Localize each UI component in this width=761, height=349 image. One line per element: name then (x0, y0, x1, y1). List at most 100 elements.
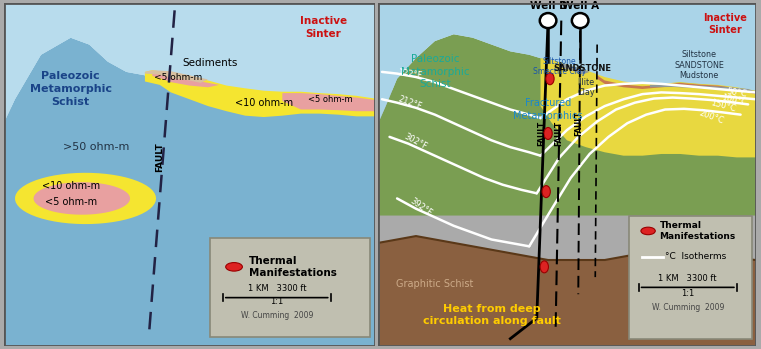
Bar (4, 83, 375, 86)
Polygon shape (597, 75, 756, 94)
Bar (4, 10, 375, 12)
Bar (4, 73, 375, 75)
Bar (4, 75, 375, 77)
Polygon shape (208, 85, 375, 104)
Bar (378, 39, 756, 41)
Text: Inactive
Sinter: Inactive Sinter (703, 13, 747, 35)
Bar (4, 65, 375, 67)
Bar (378, 41, 756, 43)
Bar (4, 69, 375, 71)
Text: FAULT: FAULT (537, 121, 546, 146)
Bar (378, 46, 756, 48)
Bar (378, 50, 756, 51)
Bar (4, 53, 375, 55)
Bar (378, 28, 756, 29)
Text: 150°C: 150°C (709, 98, 737, 114)
Text: Inactive
Sinter: Inactive Sinter (300, 16, 347, 39)
Bar (4, 22, 375, 24)
Bar (378, 58, 756, 60)
Bar (4, 26, 375, 28)
Bar (4, 86, 375, 88)
Text: Fractured
Metamorphics: Fractured Metamorphics (514, 98, 583, 121)
Bar (378, 24, 756, 26)
Text: W. Cumming  2009: W. Cumming 2009 (240, 311, 313, 320)
Bar (378, 67, 756, 68)
Bar (378, 53, 756, 55)
Bar (378, 9, 756, 10)
Bar (4, 59, 375, 61)
Bar (378, 57, 756, 58)
Bar (378, 70, 756, 72)
Ellipse shape (641, 227, 655, 235)
Text: Thermal
Manifestations: Thermal Manifestations (660, 221, 736, 240)
Bar (378, 29, 756, 31)
Ellipse shape (542, 186, 550, 198)
Bar (378, 17, 756, 19)
Polygon shape (152, 74, 219, 87)
Text: 50°C: 50°C (727, 87, 748, 99)
Ellipse shape (546, 73, 554, 85)
Bar (378, 21, 756, 22)
Text: 1:1: 1:1 (681, 289, 694, 298)
Bar (378, 43, 756, 45)
Bar (4, 102, 375, 104)
Text: 1:1: 1:1 (270, 297, 283, 306)
Bar (4, 38, 375, 40)
Bar (4, 49, 375, 51)
Bar (378, 7, 756, 9)
Polygon shape (378, 236, 756, 346)
Bar (4, 3, 375, 6)
Polygon shape (4, 3, 375, 123)
Bar (378, 26, 756, 28)
Polygon shape (145, 70, 208, 83)
Text: <5 ohm-m: <5 ohm-m (154, 73, 202, 82)
Bar (378, 22, 756, 24)
Bar (378, 77, 756, 79)
Bar (4, 12, 375, 14)
Text: Well A: Well A (562, 1, 599, 10)
Polygon shape (650, 84, 756, 94)
Bar (4, 80, 375, 81)
FancyBboxPatch shape (210, 238, 370, 337)
Bar (378, 12, 756, 14)
Bar (4, 16, 375, 18)
Text: <10 ohm-m: <10 ohm-m (42, 181, 100, 192)
Bar (4, 71, 375, 73)
Bar (378, 81, 756, 82)
Bar (378, 10, 756, 12)
Bar (4, 81, 375, 83)
Bar (4, 63, 375, 65)
Bar (378, 60, 756, 62)
Bar (378, 75, 756, 77)
Text: <5 ohm-m: <5 ohm-m (308, 95, 353, 104)
Bar (4, 98, 375, 100)
Bar (378, 62, 756, 64)
Polygon shape (378, 34, 756, 216)
Text: Paleozoic
Metamorphic
Schist: Paleozoic Metamorphic Schist (400, 54, 469, 89)
Bar (4, 36, 375, 38)
Bar (378, 84, 756, 86)
Circle shape (572, 13, 588, 28)
Bar (378, 32, 756, 34)
Bar (378, 55, 756, 57)
Text: 122°F: 122°F (397, 68, 423, 81)
Bar (378, 36, 756, 38)
Text: Illite
Clay: Illite Clay (577, 77, 594, 97)
Bar (4, 88, 375, 90)
Text: FAULT: FAULT (574, 111, 583, 136)
Bar (378, 86, 756, 87)
Bar (4, 43, 375, 45)
Text: Well B: Well B (530, 1, 567, 10)
Text: 200°C: 200°C (698, 109, 725, 126)
Bar (378, 34, 756, 36)
Text: Heat from deep
circulation along fault: Heat from deep circulation along fault (422, 304, 560, 326)
Polygon shape (378, 3, 756, 123)
Text: SANDSTONE: SANDSTONE (553, 64, 611, 73)
Bar (4, 30, 375, 32)
Text: Sediments: Sediments (182, 58, 237, 68)
Text: Thermal
Manifestations: Thermal Manifestations (249, 256, 337, 278)
Bar (4, 94, 375, 96)
Bar (378, 38, 756, 39)
Bar (378, 51, 756, 53)
Bar (378, 19, 756, 21)
